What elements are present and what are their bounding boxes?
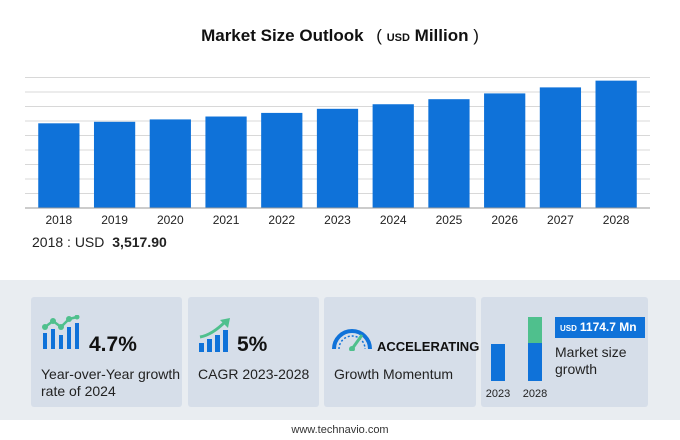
yoy-card: 4.7% Year-over-Year growth rate of 2024: [31, 297, 182, 407]
chart-unit: ( USD Million ): [376, 26, 479, 45]
x-tick-label: 2027: [547, 213, 574, 227]
bar-2023: [316, 108, 359, 208]
bar-chart: 2018 2019 2020 2021 2022 2023 2024 2025 2026 2027…: [25, 77, 650, 227]
yoy-description: Year-over-Year growth rate of 2024: [41, 366, 181, 399]
bar-2025: [428, 99, 470, 208]
momentum-card: ACCELERATING Growth Momentum: [324, 297, 480, 407]
growth-description: Market size growth: [555, 344, 627, 377]
growth-mini-chart: 2023 2028: [486, 317, 547, 400]
base-year-label: 2018 : USD: [32, 234, 105, 250]
speedometer-icon: [332, 329, 372, 351]
momentum-description: Growth Momentum: [334, 366, 454, 382]
growth-card: 2023 2028 USD 1174.7 Mn Market size growt…: [481, 297, 648, 407]
bar-2022: [261, 112, 303, 208]
yoy-value: 4.7%: [89, 333, 137, 356]
growth-badge-currency: USD: [560, 324, 577, 333]
momentum-value: ACCELERATING: [377, 339, 480, 354]
x-tick-label: 2028: [603, 213, 630, 227]
bar-2019: [93, 121, 136, 208]
bar-2018: [38, 123, 80, 208]
growth-chart-icon: [42, 315, 80, 349]
unit-currency: USD: [386, 32, 410, 44]
x-tick-label: 2018: [46, 213, 73, 227]
bar-2020: [149, 119, 191, 208]
x-tick-label: 2021: [213, 213, 240, 227]
bar-2027: [539, 87, 582, 208]
x-tick-label: 2022: [268, 213, 295, 227]
growth-badge: USD 1174.7 Mn: [555, 317, 645, 338]
x-tick-label: 2019: [101, 213, 128, 227]
bar-2028: [595, 80, 637, 208]
growth-badge-value: 1174.7 Mn: [579, 320, 637, 334]
mini-bar-2028: [528, 343, 542, 381]
x-tick-label: 2026: [491, 213, 518, 227]
bar-2021: [205, 116, 247, 208]
base-year-value: 2018 : USD 3,517.90: [32, 234, 167, 250]
mini-label-end: 2028: [523, 388, 547, 400]
bar-2024: [372, 104, 414, 208]
mini-label-start: 2023: [486, 388, 510, 400]
base-year-amount: 3,517.90: [112, 234, 167, 250]
x-tick-label: 2023: [324, 213, 351, 227]
footer-url: www.technavio.com: [291, 424, 389, 436]
mini-bar-growth: [528, 317, 542, 343]
unit-scale: Million: [414, 26, 469, 45]
chart-title: Market Size Outlook ( USD Million ): [0, 26, 680, 46]
cagr-description: CAGR 2023-2028: [198, 366, 310, 382]
x-tick-label: 2025: [436, 213, 463, 227]
cagr-card: 5% CAGR 2023-2028: [188, 297, 319, 407]
mini-bar-2023: [491, 344, 505, 381]
cagr-bars-icon: [199, 318, 230, 352]
cagr-value: 5%: [237, 333, 268, 356]
chart-title-text: Market Size Outlook: [201, 26, 364, 45]
x-tick-label: 2024: [380, 213, 407, 227]
bar-2026: [484, 93, 526, 208]
x-tick-label: 2020: [157, 213, 184, 227]
